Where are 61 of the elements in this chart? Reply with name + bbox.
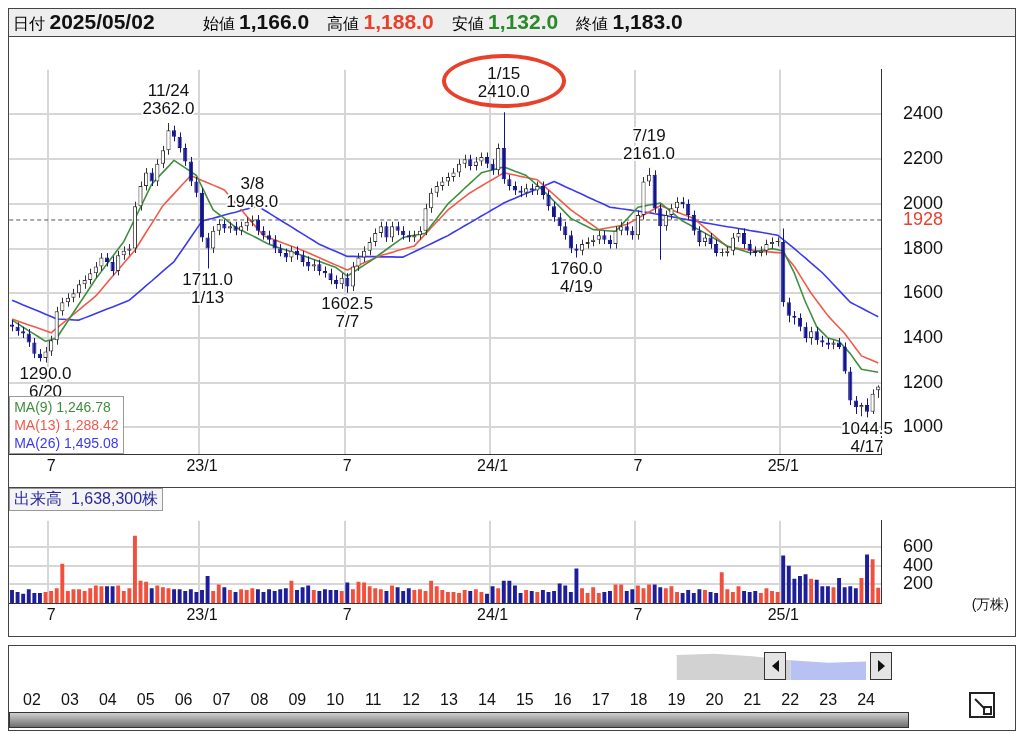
x-tick-label: 06 <box>174 691 193 709</box>
text: MA(9) 1,246.78 <box>14 398 111 417</box>
y-tick-label: 1600 <box>903 282 944 303</box>
x-tick-label: 13 <box>440 691 458 709</box>
annotation: 1711.0 1/13 <box>182 269 233 307</box>
x-tick-label: 09 <box>288 691 307 709</box>
annotation: 7/19 2161.0 <box>623 126 676 164</box>
x-tick-label: 24/1 <box>477 606 509 624</box>
x-tick-label: 7 <box>633 606 643 624</box>
x-tick-label: 20 <box>705 691 724 709</box>
text: MA(13) 1,288.42 <box>14 416 119 435</box>
x-tick-label: 7 <box>342 457 352 475</box>
text: 終値 1,183.0 <box>576 10 683 33</box>
x-tick-label: 19 <box>667 691 686 709</box>
text: 高値 1,188.0 <box>327 10 434 33</box>
x-tick-label: 04 <box>98 691 117 709</box>
text: 始値 1,166.0 <box>202 10 310 33</box>
annotation: 1/15 2410.0 <box>477 64 530 102</box>
chart-title: 日付 2025/05/02 <box>13 10 155 33</box>
x-tick-label: 17 <box>591 691 610 709</box>
annotation: 1760.0 4/19 <box>550 258 603 296</box>
x-tick-label: 16 <box>553 691 572 709</box>
x-tick-label: 24 <box>857 691 876 709</box>
y-tick-label: 600 <box>903 535 934 556</box>
x-tick-label: 22 <box>781 691 800 709</box>
y-tick-label: 200 <box>903 573 934 594</box>
x-tick-label: 08 <box>250 691 269 709</box>
x-tick-label: 10 <box>326 691 345 709</box>
x-tick-label: 7 <box>46 606 56 624</box>
annotation: 1602.5 7/7 <box>321 293 374 331</box>
annotation: 11/24 2362.0 <box>142 81 195 119</box>
x-tick-label: 23/1 <box>186 606 218 624</box>
x-tick-label: 24/1 <box>477 457 509 475</box>
y-tick-label: 2200 <box>903 148 944 169</box>
chart-title: 出来高 1,638,300株 <box>9 488 164 511</box>
x-tick-label: 7 <box>46 457 56 475</box>
x-tick-label: 7 <box>633 457 643 475</box>
x-tick-label: 03 <box>60 691 79 709</box>
x-tick-label: 07 <box>212 691 231 709</box>
text: 安値 1,132.0 <box>451 10 559 33</box>
x-tick-label: 12 <box>402 691 421 709</box>
y-tick-label: 1800 <box>903 237 944 258</box>
x-tick-label: 23 <box>819 691 838 709</box>
text: MA(26) 1,495.08 <box>14 434 119 453</box>
x-tick-label: 05 <box>136 691 155 709</box>
x-tick-label: 25/1 <box>767 606 799 624</box>
y-axis-title: (万株) <box>971 596 1009 614</box>
x-tick-label: 02 <box>23 691 41 709</box>
y-tick-label: 1000 <box>903 416 944 437</box>
y-tick-label: 2400 <box>903 103 944 124</box>
y-tick-label: 1400 <box>903 326 944 347</box>
x-tick-label: 7 <box>342 606 352 624</box>
y-tick-label: 400 <box>903 554 934 575</box>
x-tick-label: 25/1 <box>767 457 799 475</box>
x-tick-label: 18 <box>629 691 648 709</box>
x-tick-label: 11 <box>364 691 382 709</box>
x-tick-label: 15 <box>515 691 534 709</box>
x-tick-label: 14 <box>478 691 496 709</box>
x-tick-label: 23/1 <box>186 457 218 475</box>
x-tick-label: 21 <box>743 691 762 709</box>
y-tick-label: 1200 <box>903 371 944 392</box>
